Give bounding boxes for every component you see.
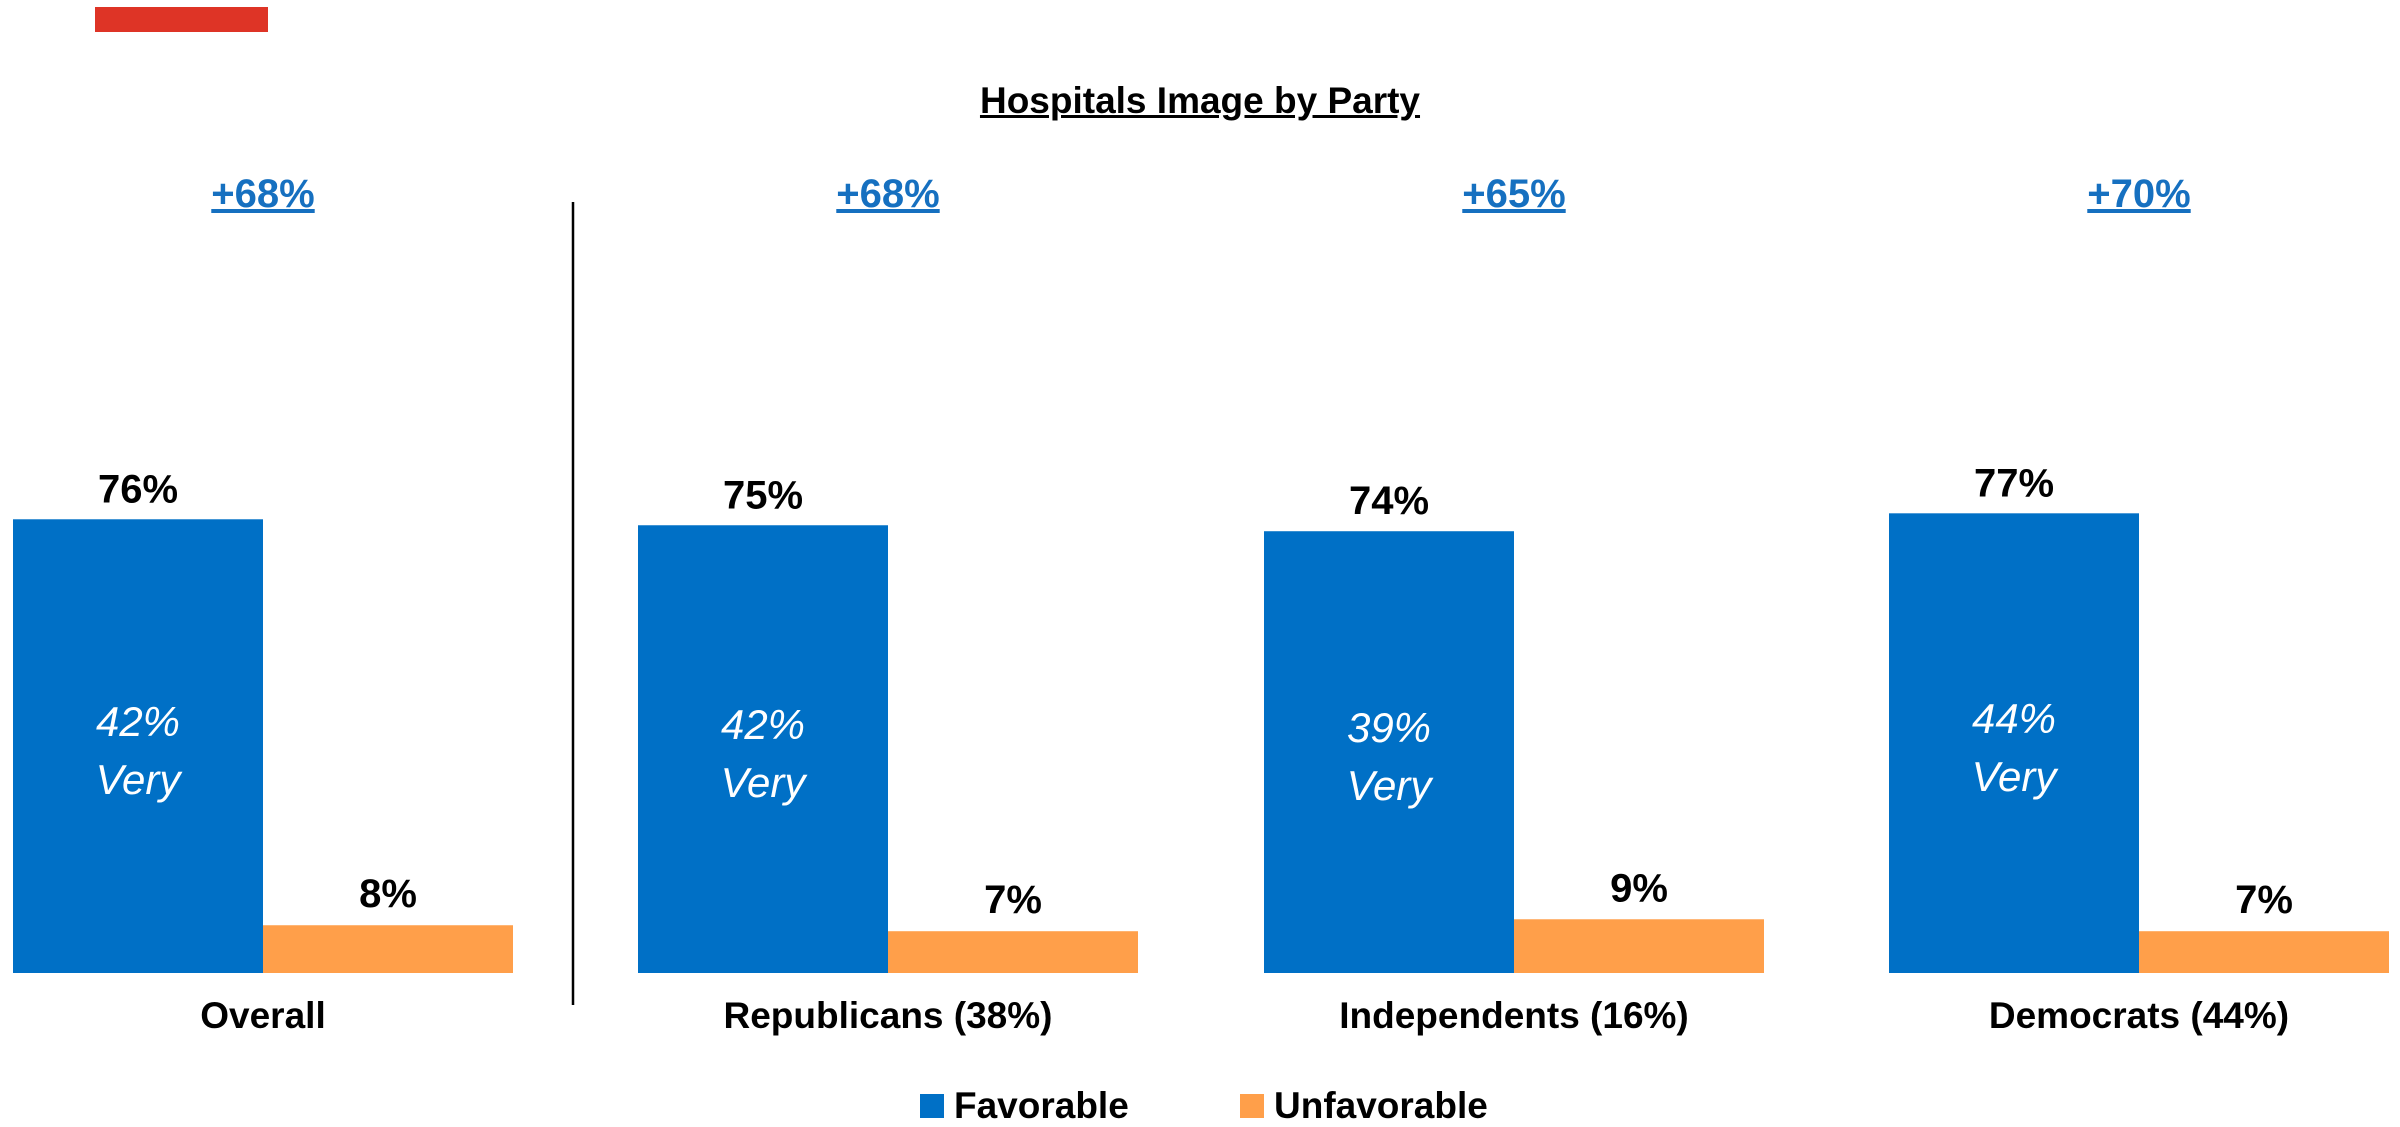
data-label-unfavorable: 9% [1610,866,1668,910]
legend-label-favorable: Favorable [954,1085,1129,1126]
very-word-label: Very [1347,762,1435,809]
bar-unfavorable [1514,919,1764,973]
net-label: +65% [1462,172,1565,216]
legend-label-unfavorable: Unfavorable [1274,1085,1488,1126]
accent-bar [95,7,268,32]
data-label-unfavorable: 8% [359,872,417,916]
bar-unfavorable [263,925,513,973]
net-label: +68% [836,172,939,216]
net-label: +68% [211,172,314,216]
very-percent-label: 42% [721,701,805,748]
data-label-favorable: 77% [1974,461,2054,505]
bar-unfavorable [2139,931,2389,973]
bar-favorable [1264,531,1514,973]
very-word-label: Very [721,759,809,806]
category-label: Democrats (44%) [1989,995,2289,1036]
bar-favorable [638,525,888,973]
category-label: Overall [200,995,325,1036]
very-percent-label: 42% [96,698,180,745]
legend-swatch-favorable [920,1094,944,1118]
data-label-favorable: 74% [1349,479,1429,523]
data-label-favorable: 75% [723,473,803,517]
category-label: Republicans (38%) [724,995,1053,1036]
bar-favorable [1889,513,2139,973]
legend-item-unfavorable: Unfavorable [1240,1085,1488,1127]
legend-item-favorable: Favorable [920,1085,1129,1127]
data-label-unfavorable: 7% [984,878,1042,922]
data-label-favorable: 76% [98,467,178,511]
bar-unfavorable [888,931,1138,973]
net-label: +70% [2087,172,2190,216]
very-word-label: Very [96,756,184,803]
bar-chart: 76% 42% Very 8% Overall +68% 75% 42% Very 7% Repub… [13,172,2389,1036]
data-label-unfavorable: 7% [2235,878,2293,922]
category-label: Independents (16%) [1339,995,1689,1036]
legend: Favorable Unfavorable [0,1085,2400,1127]
chart-title: Hospitals Image by Party [979,80,1421,121]
legend-swatch-unfavorable [1240,1094,1264,1118]
very-word-label: Very [1972,753,2060,800]
very-percent-label: 39% [1347,704,1431,751]
very-percent-label: 44% [1972,695,2056,742]
bar-favorable [13,519,263,973]
